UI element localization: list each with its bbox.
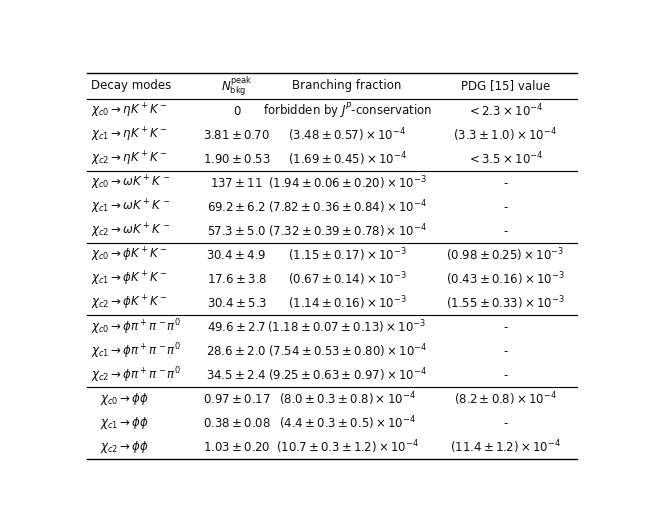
Text: -: - bbox=[503, 321, 507, 334]
Text: $\chi_{c1} \to \phi \pi^+\pi^-\pi^0$: $\chi_{c1} \to \phi \pi^+\pi^-\pi^0$ bbox=[91, 342, 181, 361]
Text: $(10.7 \pm 0.3 \pm 1.2) \times 10^{-4}$: $(10.7 \pm 0.3 \pm 1.2) \times 10^{-4}$ bbox=[275, 439, 419, 456]
Text: $\chi_{c2} \to \phi\phi$: $\chi_{c2} \to \phi\phi$ bbox=[100, 439, 148, 456]
Text: $\chi_{c0} \to \phi \pi^+\pi^-\pi^0$: $\chi_{c0} \to \phi \pi^+\pi^-\pi^0$ bbox=[91, 317, 181, 337]
Text: $(7.32 \pm 0.39 \pm 0.78) \times 10^{-4}$: $(7.32 \pm 0.39 \pm 0.78) \times 10^{-4}… bbox=[268, 222, 426, 240]
Text: $(1.15 \pm 0.17) \times 10^{-3}$: $(1.15 \pm 0.17) \times 10^{-3}$ bbox=[288, 246, 406, 264]
Text: $\chi_{c0} \to \phi K^+K^-$: $\chi_{c0} \to \phi K^+K^-$ bbox=[91, 246, 168, 264]
Text: PDG [15] value: PDG [15] value bbox=[461, 79, 550, 93]
Text: $137 \pm 11$: $137 \pm 11$ bbox=[211, 177, 263, 190]
Text: $3.81 \pm 0.70$: $3.81 \pm 0.70$ bbox=[203, 129, 270, 142]
Text: $(8.2 \pm 0.8) \times 10^{-4}$: $(8.2 \pm 0.8) \times 10^{-4}$ bbox=[454, 391, 557, 408]
Text: $\chi_{c2} \to \phi \pi^+\pi^-\pi^0$: $\chi_{c2} \to \phi \pi^+\pi^-\pi^0$ bbox=[91, 366, 181, 385]
Text: $(4.4 \pm 0.3 \pm 0.5) \times 10^{-4}$: $(4.4 \pm 0.3 \pm 0.5) \times 10^{-4}$ bbox=[279, 415, 416, 432]
Text: -: - bbox=[503, 345, 507, 358]
Text: $(1.55 \pm 0.33) \times 10^{-3}$: $(1.55 \pm 0.33) \times 10^{-3}$ bbox=[446, 294, 565, 312]
Text: $(1.14 \pm 0.16) \times 10^{-3}$: $(1.14 \pm 0.16) \times 10^{-3}$ bbox=[288, 294, 406, 312]
Text: $1.03 \pm 0.20$: $1.03 \pm 0.20$ bbox=[203, 441, 270, 454]
Text: $(11.4 \pm 1.2) \times 10^{-4}$: $(11.4 \pm 1.2) \times 10^{-4}$ bbox=[450, 439, 561, 456]
Text: $1.90 \pm 0.53$: $1.90 \pm 0.53$ bbox=[203, 153, 271, 166]
Text: $\chi_{c1} \to \phi K^+K^-$: $\chi_{c1} \to \phi K^+K^-$ bbox=[91, 270, 168, 288]
Text: $(3.48 \pm 0.57) \times 10^{-4}$: $(3.48 \pm 0.57) \times 10^{-4}$ bbox=[288, 126, 406, 144]
Text: $\chi_{c0} \to \omega K^+K^-$: $\chi_{c0} \to \omega K^+K^-$ bbox=[91, 174, 170, 192]
Text: $28.6 \pm 2.0$: $28.6 \pm 2.0$ bbox=[207, 345, 267, 358]
Text: $0.97 \pm 0.17$: $0.97 \pm 0.17$ bbox=[203, 393, 271, 406]
Text: $\chi_{c1} \to \omega K^+K^-$: $\chi_{c1} \to \omega K^+K^-$ bbox=[91, 198, 170, 217]
Text: $\chi_{c0} \to \phi\phi$: $\chi_{c0} \to \phi\phi$ bbox=[100, 391, 148, 407]
Text: $(1.18 \pm 0.07 \pm 0.13) \times 10^{-3}$: $(1.18 \pm 0.07 \pm 0.13) \times 10^{-3}… bbox=[268, 319, 427, 336]
Text: $\chi_{c0} \to \eta K^+K^-$: $\chi_{c0} \to \eta K^+K^-$ bbox=[91, 102, 168, 120]
Text: $49.6 \pm 2.7$: $49.6 \pm 2.7$ bbox=[207, 321, 266, 334]
Text: -: - bbox=[503, 225, 507, 237]
Text: $(1.69 \pm 0.45) \times 10^{-4}$: $(1.69 \pm 0.45) \times 10^{-4}$ bbox=[288, 150, 407, 168]
Text: $57.3 \pm 5.0$: $57.3 \pm 5.0$ bbox=[207, 225, 266, 237]
Text: $< 2.3 \times 10^{-4}$: $< 2.3 \times 10^{-4}$ bbox=[467, 103, 544, 119]
Text: -: - bbox=[503, 369, 507, 382]
Text: $(0.43 \pm 0.16) \times 10^{-3}$: $(0.43 \pm 0.16) \times 10^{-3}$ bbox=[446, 270, 565, 288]
Text: $\chi_{c2} \to \omega K^+K^-$: $\chi_{c2} \to \omega K^+K^-$ bbox=[91, 222, 170, 240]
Text: $< 3.5 \times 10^{-4}$: $< 3.5 \times 10^{-4}$ bbox=[467, 151, 544, 167]
Text: $N_{\rm bkg}^{\rm peak}$: $N_{\rm bkg}^{\rm peak}$ bbox=[221, 74, 253, 98]
Text: $0.38 \pm 0.08$: $0.38 \pm 0.08$ bbox=[203, 417, 271, 430]
Text: -: - bbox=[503, 201, 507, 213]
Text: $\chi_{c1} \to \phi\phi$: $\chi_{c1} \to \phi\phi$ bbox=[100, 415, 148, 431]
Text: Branching fraction: Branching fraction bbox=[292, 79, 402, 93]
Text: $(0.98 \pm 0.25) \times 10^{-3}$: $(0.98 \pm 0.25) \times 10^{-3}$ bbox=[446, 246, 564, 264]
Text: $30.4 \pm 4.9$: $30.4 \pm 4.9$ bbox=[207, 249, 267, 262]
Text: $\chi_{c2} \to \eta K^+K^-$: $\chi_{c2} \to \eta K^+K^-$ bbox=[91, 150, 168, 168]
Text: $(0.67 \pm 0.14) \times 10^{-3}$: $(0.67 \pm 0.14) \times 10^{-3}$ bbox=[288, 270, 406, 288]
Text: $17.6 \pm 3.8$: $17.6 \pm 3.8$ bbox=[207, 272, 267, 286]
Text: $(3.3 \pm 1.0) \times 10^{-4}$: $(3.3 \pm 1.0) \times 10^{-4}$ bbox=[454, 126, 557, 144]
Text: $30.4 \pm 5.3$: $30.4 \pm 5.3$ bbox=[207, 297, 267, 310]
Text: 0: 0 bbox=[233, 105, 240, 118]
Text: -: - bbox=[503, 417, 507, 430]
Text: forbidden by $J^P$-conservation: forbidden by $J^P$-conservation bbox=[262, 101, 432, 121]
Text: $(7.54 \pm 0.53 \pm 0.80) \times 10^{-4}$: $(7.54 \pm 0.53 \pm 0.80) \times 10^{-4}… bbox=[268, 343, 427, 360]
Text: $(7.82 \pm 0.36 \pm 0.84) \times 10^{-4}$: $(7.82 \pm 0.36 \pm 0.84) \times 10^{-4}… bbox=[268, 198, 426, 216]
Text: $34.5 \pm 2.4$: $34.5 \pm 2.4$ bbox=[206, 369, 267, 382]
Text: Decay modes: Decay modes bbox=[91, 79, 171, 93]
Text: $\chi_{c1} \to \eta K^+K^-$: $\chi_{c1} \to \eta K^+K^-$ bbox=[91, 126, 168, 144]
Text: $(8.0 \pm 0.3 \pm 0.8) \times 10^{-4}$: $(8.0 \pm 0.3 \pm 0.8) \times 10^{-4}$ bbox=[279, 391, 415, 408]
Text: $69.2 \pm 6.2$: $69.2 \pm 6.2$ bbox=[207, 201, 266, 213]
Text: $\chi_{c2} \to \phi K^+K^-$: $\chi_{c2} \to \phi K^+K^-$ bbox=[91, 294, 168, 312]
Text: $(1.94 \pm 0.06 \pm 0.20) \times 10^{-3}$: $(1.94 \pm 0.06 \pm 0.20) \times 10^{-3}… bbox=[268, 174, 426, 192]
Text: $(9.25 \pm 0.63 \pm 0.97) \times 10^{-4}$: $(9.25 \pm 0.63 \pm 0.97) \times 10^{-4}… bbox=[268, 367, 426, 384]
Text: -: - bbox=[503, 177, 507, 190]
